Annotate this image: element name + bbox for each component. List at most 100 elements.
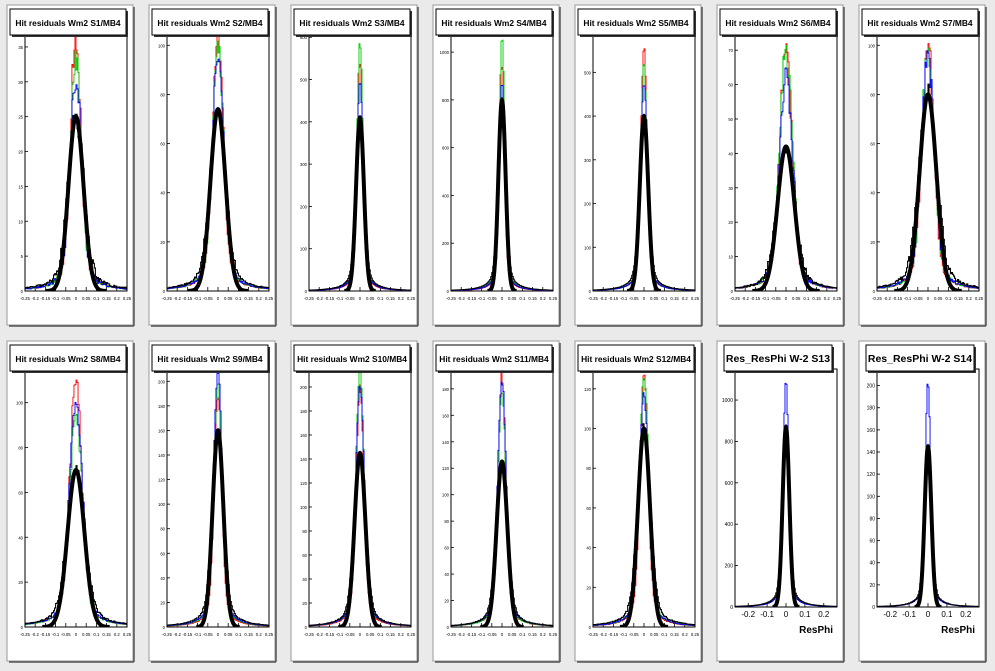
histogram-curves [25, 379, 127, 627]
x-tick-label: -0.1 [902, 610, 916, 619]
x-tick-label: -0.1 [336, 632, 344, 637]
x-tick-label: 0.25 [265, 632, 274, 637]
x-tick-label: 0 [359, 296, 362, 301]
chart-title: Hit residuals Wm2 S2/MB4 [157, 18, 263, 28]
y-tick-label: 80 [160, 92, 165, 97]
title-box [9, 344, 127, 372]
x-tick-label: 0.1 [661, 632, 668, 637]
y-tick-label: 400 [725, 522, 734, 528]
x-tick-label: 0.15 [386, 296, 395, 301]
y-tick-label: 200 [725, 564, 734, 570]
x-tick-label: 0.05 [82, 296, 91, 301]
histogram-pad: 0 20 40 60 80 100 120 140 160 180 200 -0.2 -0.1 0 0.1 0… [858, 340, 987, 663]
pad-background [290, 4, 418, 326]
gaussian-fit [338, 450, 382, 627]
x-tick-label: -0.05 [345, 632, 355, 637]
x-tick-label: 0.2 [398, 296, 405, 301]
x-tick-label: -0.15 [467, 296, 477, 301]
title-box [151, 8, 269, 36]
x-tick-label: -0.1 [52, 632, 60, 637]
x-tick-label: 0.15 [670, 632, 679, 637]
y-tick-label: 300 [300, 162, 308, 167]
histogram-pad: 0 5 10 15 20 25 30 35 -0.25 -0.2 -0.15 -0.1 -0.05 0 0.… [6, 4, 135, 327]
y-tick-label: 40 [444, 572, 449, 577]
gaussian-fit [196, 427, 240, 627]
y-tick-label: 800 [725, 439, 734, 445]
y-tick-label: 200 [158, 379, 166, 384]
y-tick-label: 140 [442, 440, 450, 445]
histogram-pad: 0 200 400 600 800 1000 -0.25 -0.2 -0.15 -0.1 -0.05… [432, 4, 561, 327]
y-tick-label: 0 [589, 289, 592, 294]
y-tick-label: 140 [158, 453, 166, 458]
chart-title: Hit residuals Wm2 S4/MB4 [441, 18, 547, 28]
x-tick-label: 0.15 [102, 632, 111, 637]
x-tick-label: -0.15 [893, 296, 903, 301]
x-tick-label: -0.25 [304, 632, 314, 637]
y-tick-label: 80 [160, 527, 165, 532]
title-box [9, 8, 127, 36]
x-tick-label: -0.1 [904, 296, 912, 301]
chart-title: Hit residuals Wm2 S11/MB4 [439, 354, 549, 364]
chart-title: Hit residuals Wm2 S7/MB4 [867, 18, 973, 28]
y-tick-label: 0 [731, 289, 734, 294]
x-tick-label: 0 [217, 632, 220, 637]
chart-title: Res_ResPhi W-2 S13 [726, 353, 830, 365]
x-tick-label: 0.1 [803, 296, 810, 301]
x-tick-label: -0.1 [478, 296, 486, 301]
y-tick-label: 20 [586, 585, 591, 590]
x-tick-label: 0.2 [818, 610, 830, 619]
y-tick-label: 0 [21, 625, 24, 630]
y-tick-label: 20 [18, 150, 23, 155]
x-tick-label: -0.2 [457, 296, 465, 301]
x-tick-label: 0.1 [377, 296, 384, 301]
title-box [719, 8, 837, 36]
y-tick-label: 0 [447, 625, 450, 630]
y-tick-label: 0 [589, 625, 592, 630]
y-tick-label: 80 [444, 519, 449, 524]
gaussian-fit [619, 426, 669, 627]
y-tick-label: 100 [867, 494, 876, 500]
y-tick-label: 100 [442, 493, 450, 498]
title-box [435, 8, 553, 36]
x-tick-label: 0.25 [123, 296, 132, 301]
x-tick-label: 0.2 [256, 632, 263, 637]
y-tick-label: 0 [873, 289, 876, 294]
x-tick-label: -0.15 [609, 296, 619, 301]
y-tick-label: 100 [158, 502, 166, 507]
y-tick-label: 20 [302, 601, 307, 606]
x-axis-title: ResPhi [799, 625, 833, 636]
y-tick-label: 120 [158, 478, 166, 483]
histogram-pad: 0 20 40 60 80 100 -0.25 -0.2 -0.15 -0.1 -0.05 0 0.05… [148, 4, 277, 327]
y-tick-label: 40 [18, 535, 23, 540]
y-tick-label: 80 [302, 529, 307, 534]
x-tick-label: -0.2 [31, 632, 39, 637]
x-tick-label: 0.1 [941, 610, 953, 619]
pad-background [432, 340, 560, 662]
x-tick-label: 0.1 [519, 632, 526, 637]
gaussian-fit [487, 96, 517, 291]
histogram-pad: 0 100 200 300 400 500 600 -0.25 -0.2 -0.15 -0.1 -0.… [290, 4, 419, 327]
x-tick-label: 0.2 [398, 632, 405, 637]
y-tick-label: 100 [300, 247, 308, 252]
x-tick-label: -0.2 [599, 296, 607, 301]
title-box [577, 344, 695, 372]
y-tick-label: 400 [584, 114, 592, 119]
y-tick-label: 120 [300, 481, 308, 486]
x-tick-label: 0.15 [386, 632, 395, 637]
x-tick-label: -0.15 [325, 296, 335, 301]
y-tick-label: 160 [158, 428, 166, 433]
y-tick-label: 60 [302, 553, 307, 558]
histogram-curves [25, 35, 127, 291]
y-tick-label: 20 [728, 220, 733, 225]
x-tick-label: -0.2 [173, 296, 181, 301]
y-tick-label: 40 [728, 151, 733, 156]
x-tick-label: 0.25 [691, 296, 700, 301]
y-tick-label: 50 [728, 117, 733, 122]
y-tick-label: 0 [21, 289, 24, 294]
y-tick-label: 0 [163, 625, 166, 630]
y-tick-label: 10 [18, 219, 23, 224]
x-tick-label: -0.15 [41, 296, 51, 301]
x-tick-label: -0.1 [194, 296, 202, 301]
